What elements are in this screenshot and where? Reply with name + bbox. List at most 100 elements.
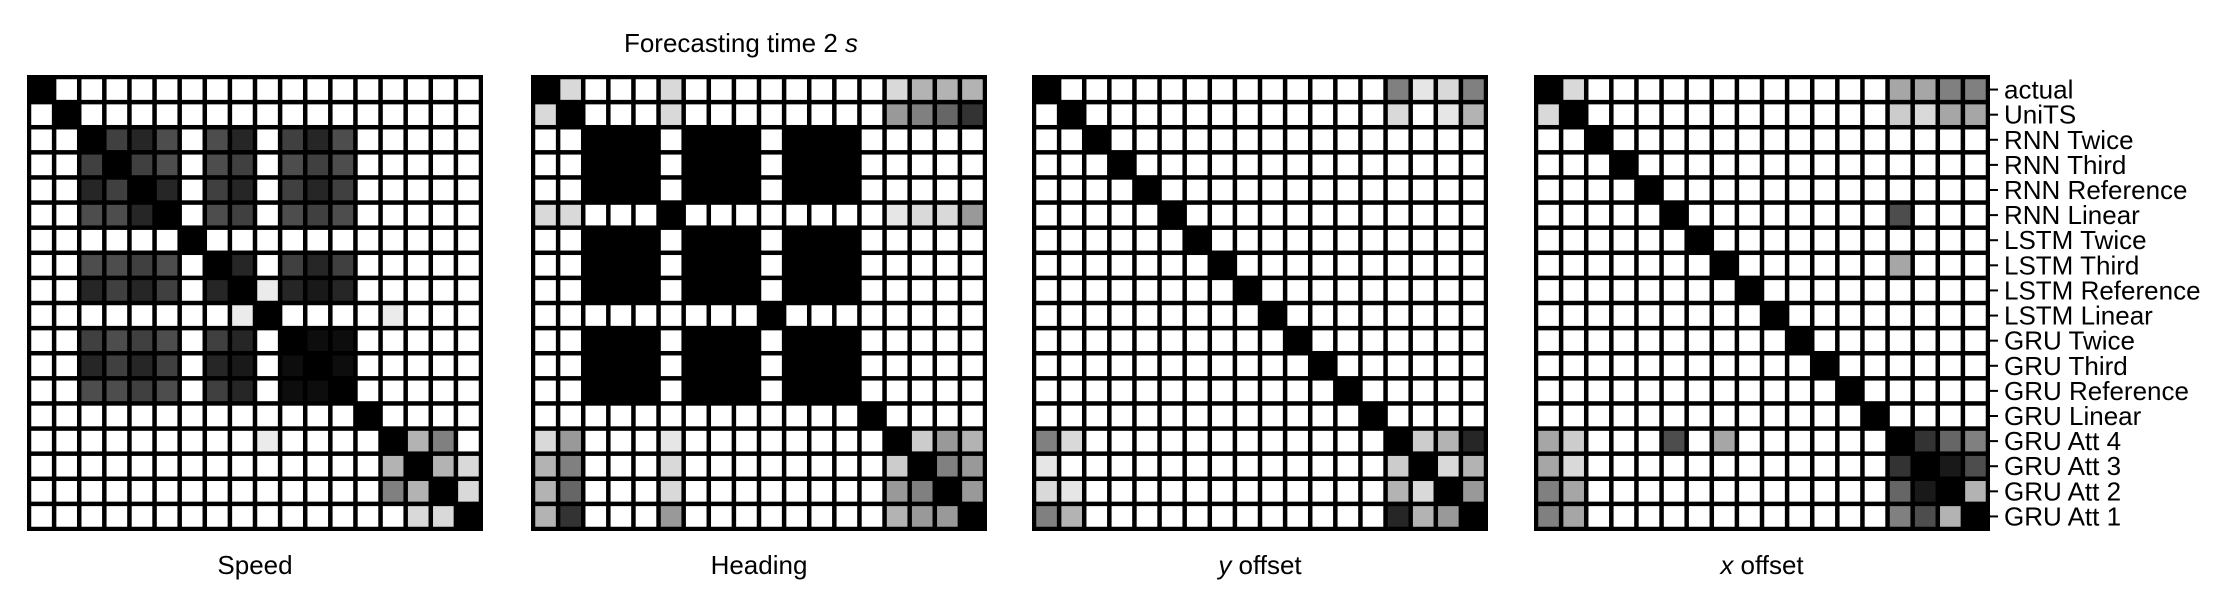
heatmap-cell (1136, 330, 1158, 351)
heatmap-cell (131, 79, 153, 100)
heatmap-cell (962, 204, 983, 226)
heatmap-cell (1538, 229, 1559, 251)
heatmap-cell (811, 154, 833, 176)
heatmap-cell (156, 380, 178, 402)
heatmap-cell (836, 405, 858, 427)
heatmap-cell (1262, 229, 1283, 251)
heatmap-cell (1739, 405, 1760, 427)
heatmap-cell (407, 481, 429, 502)
heatmap-cell (382, 280, 404, 301)
heatmap-cell (156, 229, 178, 251)
heatmap-cell (1814, 179, 1836, 201)
heatmap-cell (1613, 229, 1635, 251)
heatmap-cell (307, 79, 329, 100)
heatmap-cell (1739, 355, 1760, 377)
heatmap-cell (585, 104, 607, 125)
heatmap-cell (1262, 79, 1283, 100)
heatmap-cell (181, 255, 203, 276)
heatmap-cell (257, 305, 278, 326)
heatmap-cell (1739, 455, 1760, 477)
heatmap-cell (1889, 104, 1911, 125)
heatmap-cell (585, 405, 607, 427)
heatmap-cell (1613, 455, 1635, 477)
heatmap-cell (1111, 506, 1133, 527)
heatmap-cell (1965, 255, 1986, 276)
heatmap-cell (433, 430, 454, 452)
heatmap-cell (1186, 204, 1208, 226)
heatmap-cell (1262, 280, 1283, 301)
heatmap-cell (131, 330, 153, 351)
heatmap-cell (660, 506, 682, 527)
heatmap-cell (56, 129, 77, 151)
heatmap-cell (1463, 481, 1484, 502)
heatmap-cell (1262, 405, 1283, 427)
heatmap-cell (886, 380, 908, 402)
heatmap-cell (106, 506, 128, 527)
heatmap-cell (1739, 154, 1760, 176)
heatmap-cell (962, 430, 983, 452)
heatmap-cell (1613, 506, 1635, 527)
heatmap-cell (1111, 305, 1133, 326)
heatmap-cell (1688, 280, 1710, 301)
heatmap-cell (232, 455, 253, 477)
heatmap-cell (1814, 79, 1836, 100)
heatmap-cell (1337, 355, 1359, 377)
heatmap-cell (1613, 481, 1635, 502)
heatmap-cell (811, 129, 833, 151)
heatmap-cell (811, 255, 833, 276)
heatmap-cell (1714, 380, 1735, 402)
heatmap-cell (156, 430, 178, 452)
heatmap-cell (1914, 355, 1936, 377)
heatmap-cell (1312, 380, 1334, 402)
heatmap-cell (836, 204, 858, 226)
heatmap-cell (1061, 355, 1082, 377)
heatmap-cell (1764, 355, 1785, 377)
heatmap-cell (382, 305, 404, 326)
heatmap-cell (1362, 255, 1384, 276)
heatmap-cell (1237, 229, 1258, 251)
heatmap-cell (207, 330, 228, 351)
heatmap-cell (1287, 330, 1308, 351)
heatmap-cell (660, 104, 682, 125)
heatmap-cell (535, 229, 556, 251)
heatmap-cell (257, 129, 278, 151)
heatmap-cell (711, 506, 732, 527)
heatmap-cell (560, 380, 581, 402)
heatmap-cell (736, 179, 757, 201)
heatmap-cell (1463, 355, 1484, 377)
heatmap-cell (1136, 204, 1158, 226)
heatmap-cell (382, 430, 404, 452)
heatmap-cell (1438, 455, 1459, 477)
heatmap-cell (1438, 506, 1459, 527)
heatmap-cell (1463, 129, 1484, 151)
heatmap-cell (1463, 506, 1484, 527)
heatmap-cell (207, 280, 228, 301)
heatmap-cell (585, 380, 607, 402)
heatmap-cell (836, 255, 858, 276)
heatmap-cell (836, 305, 858, 326)
heatmap-cell (1412, 154, 1434, 176)
heatmap-cell (106, 455, 128, 477)
heatmap-cell (1940, 506, 1961, 527)
heatmap-cell (1864, 204, 1886, 226)
heatmap-cell (635, 506, 657, 527)
heatmap-cell (685, 455, 707, 477)
heatmap-cell (1262, 255, 1283, 276)
heatmap-cell (1538, 405, 1559, 427)
heatmap-cell (56, 305, 77, 326)
heatmap-cell (1287, 229, 1308, 251)
heatmap-cell (1337, 330, 1359, 351)
heatmap-cell (458, 129, 479, 151)
heatmap-cell (1764, 179, 1785, 201)
heatmap-cell (1387, 255, 1409, 276)
heatmap-cell (1111, 355, 1133, 377)
heatmap-cell (1287, 430, 1308, 452)
heatmap-cell (1287, 380, 1308, 402)
heatmap-cell (685, 305, 707, 326)
heatmap-cell (1663, 129, 1685, 151)
heatmap-cell (1161, 355, 1183, 377)
heatmap-cell (1965, 430, 1986, 452)
heatmap-cell (1864, 481, 1886, 502)
heatmap-cell (31, 380, 52, 402)
